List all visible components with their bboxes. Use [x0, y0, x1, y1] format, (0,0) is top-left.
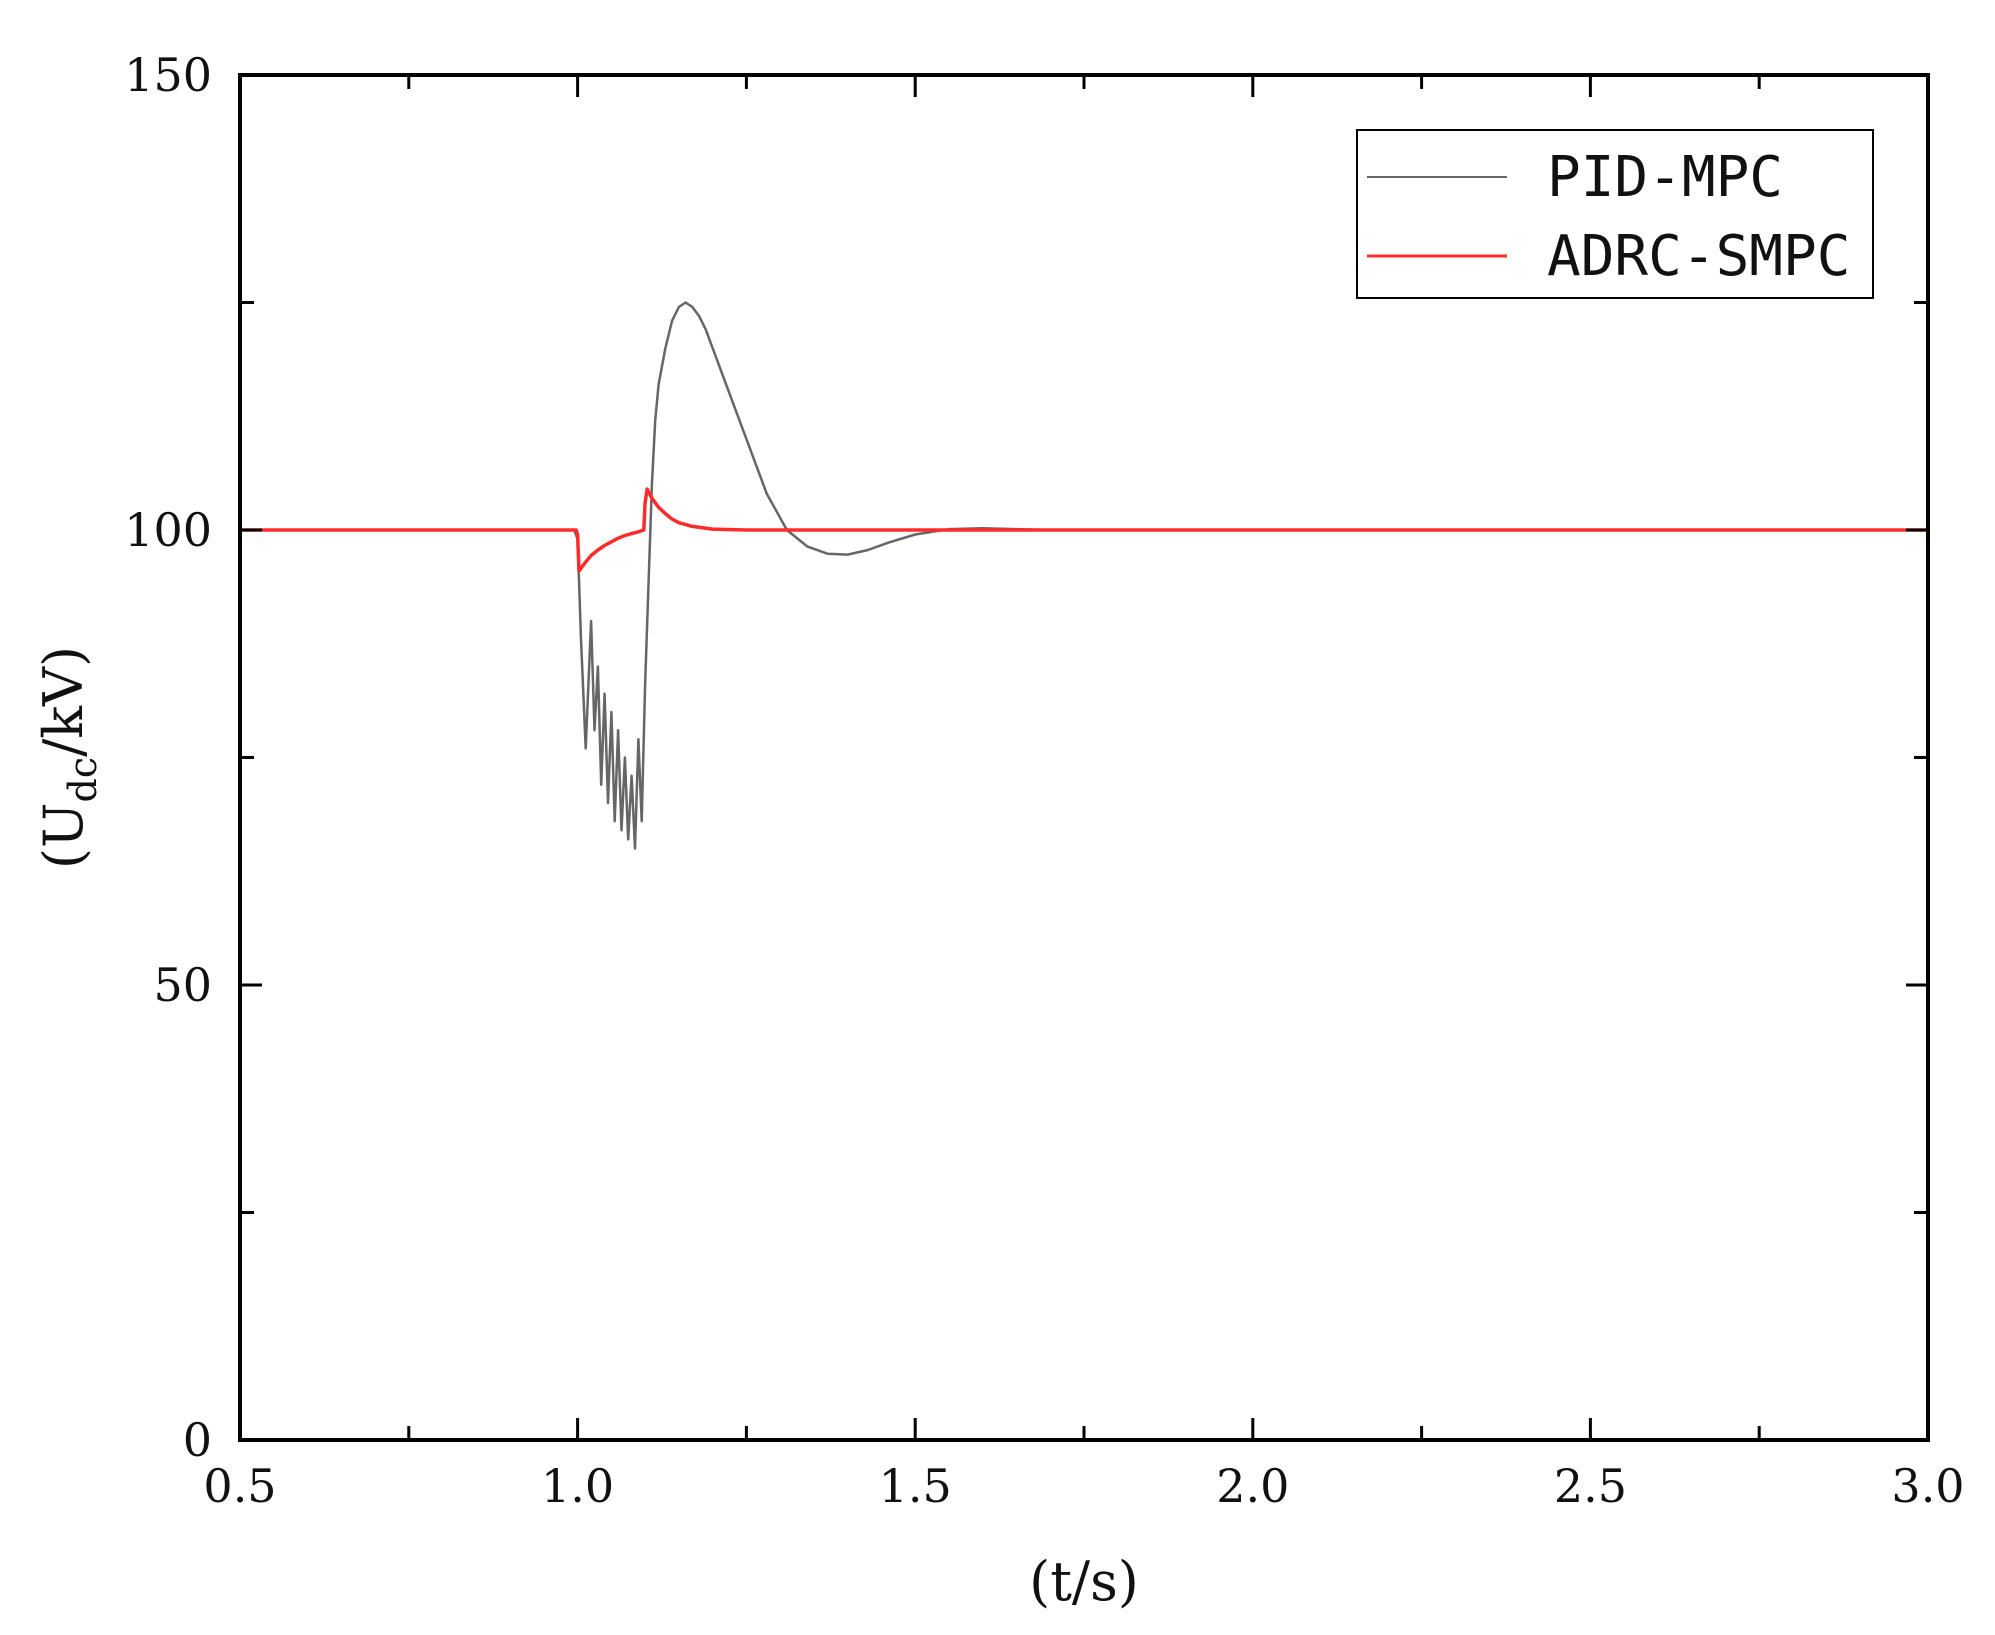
x-tick-label: 0.5: [203, 1459, 276, 1513]
y-axis-label-main: (U: [32, 803, 95, 870]
x-axis-label: (t/s): [1029, 1550, 1139, 1613]
tick-labels-layer: 0.5 1.0 1.5 2.0 2.5 3.0 0 50 100 150: [124, 48, 1964, 1513]
x-tick-label: 2.0: [1216, 1459, 1289, 1513]
x-tick-label: 1.5: [879, 1459, 952, 1513]
series-line-pid-mpc: [240, 301, 1928, 850]
legend-box: [1356, 129, 1874, 299]
y-tick-label: 0: [183, 1413, 212, 1467]
series-layer: [240, 301, 1928, 850]
x-tick-label: 3.0: [1891, 1459, 1964, 1513]
y-axis-label-tail: /kV): [32, 646, 95, 757]
y-axis-label: (Udc/kV): [32, 646, 105, 869]
y-tick-label: 150: [124, 48, 212, 102]
x-tick-label: 1.0: [541, 1459, 614, 1513]
legend: PID-MPC ADRC-SMPC: [1356, 129, 1874, 299]
series-line-adrc-smpc: [240, 487, 1928, 573]
y-axis-label-subscript: dc: [61, 757, 105, 803]
y-tick-label: 50: [153, 958, 212, 1012]
legend-label-adrc-smpc: ADRC-SMPC: [1547, 224, 1850, 289]
legend-label-pid-mpc: PID-MPC: [1547, 145, 1783, 210]
plot-frame: [238, 73, 1930, 1442]
x-tick-label: 2.5: [1554, 1459, 1627, 1513]
y-tick-label: 100: [124, 503, 212, 557]
